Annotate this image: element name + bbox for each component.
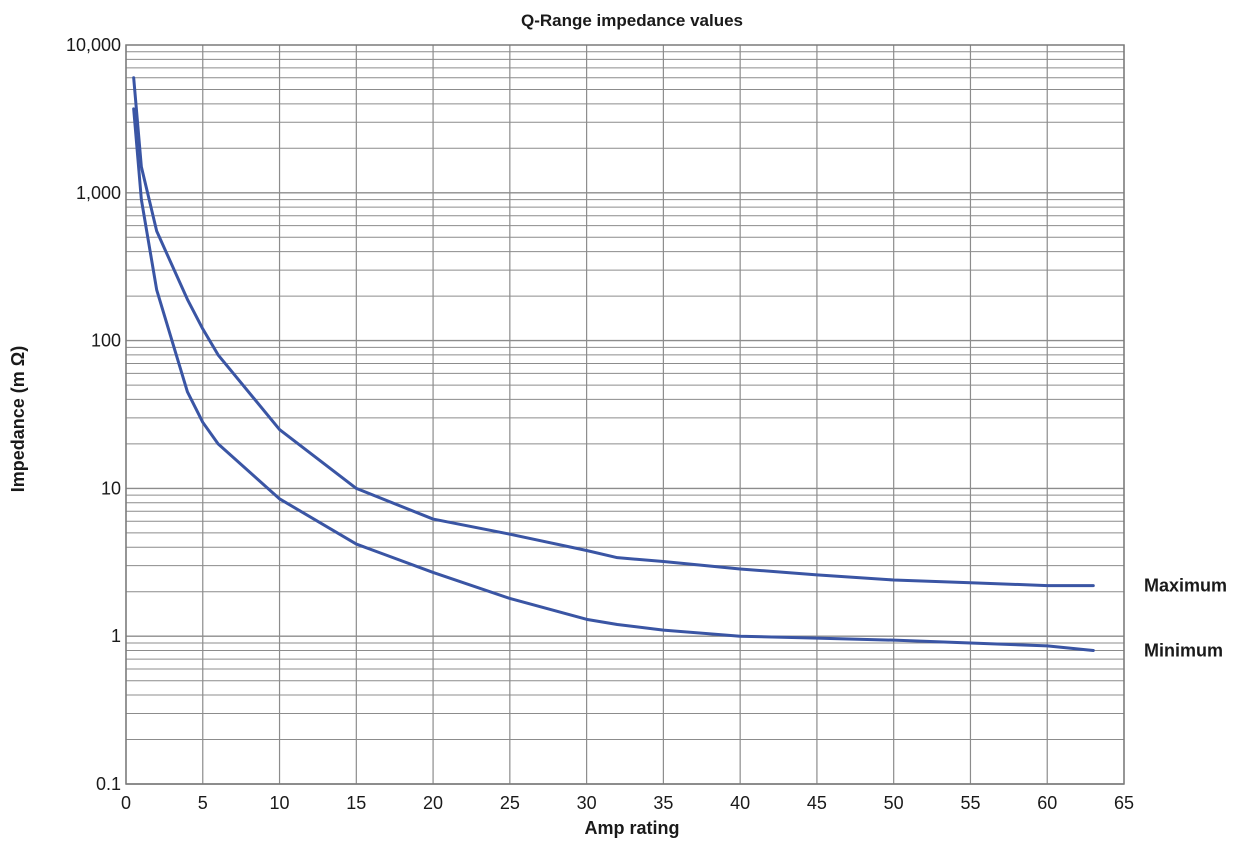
x-tick-label: 55 (960, 793, 980, 813)
y-tick-label: 10 (101, 478, 121, 498)
x-tick-label: 0 (121, 793, 131, 813)
series-label-maximum: Maximum (1144, 576, 1227, 596)
plot-frame (125, 44, 1125, 785)
x-tick-label: 40 (730, 793, 750, 813)
y-tick-label: 1 (111, 626, 121, 646)
x-axis-ticks: 0 5 10 15 20 25 30 35 40 45 50 55 60 65 (121, 793, 1134, 813)
x-tick-label: 60 (1037, 793, 1057, 813)
y-axis-label: Impedance (m Ω) (8, 346, 28, 492)
y-tick-label: 10,000 (66, 35, 121, 55)
x-tick-label: 5 (198, 793, 208, 813)
x-tick-label: 65 (1114, 793, 1134, 813)
series-lines (132, 76, 1095, 653)
y-tick-label: 1,000 (76, 183, 121, 203)
x-tick-label: 25 (500, 793, 520, 813)
x-tick-label: 30 (577, 793, 597, 813)
x-tick-label: 15 (346, 793, 366, 813)
x-tick-label: 50 (884, 793, 904, 813)
series-labels: Maximum Minimum (1144, 576, 1227, 661)
x-tick-label: 35 (653, 793, 673, 813)
chart-title: Q-Range impedance values (521, 11, 743, 30)
x-axis-label: Amp rating (584, 818, 679, 838)
series-line-maximum (132, 76, 1095, 588)
x-tick-label: 45 (807, 793, 827, 813)
y-tick-label: 100 (91, 331, 121, 351)
y-axis-ticks: 0.1 1 10 100 1,000 10,000 (66, 35, 121, 794)
x-tick-label: 20 (423, 793, 443, 813)
series-label-minimum: Minimum (1144, 641, 1223, 661)
grid (125, 45, 1125, 785)
y-tick-label: 0.1 (96, 774, 121, 794)
series-line-minimum (132, 107, 1095, 653)
x-tick-label: 10 (270, 793, 290, 813)
